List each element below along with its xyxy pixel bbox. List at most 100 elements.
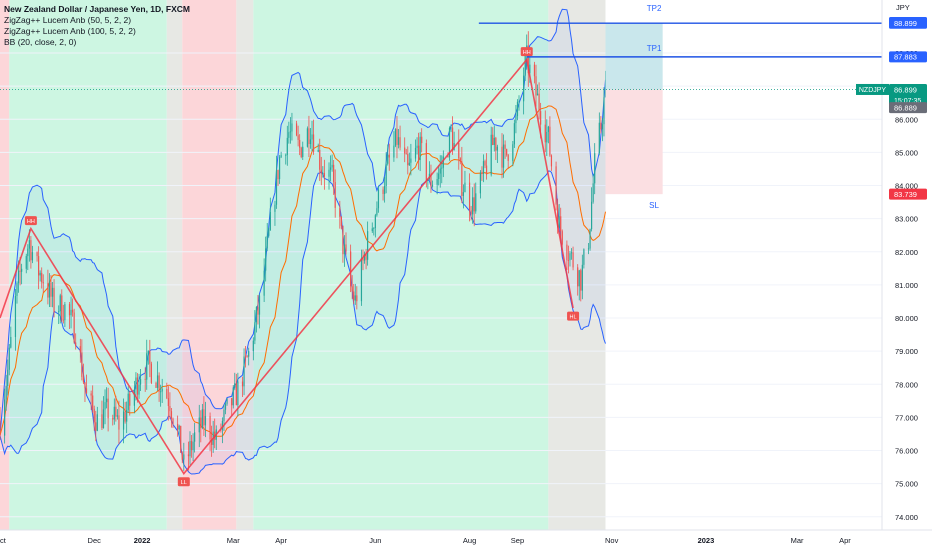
candle-body xyxy=(516,101,519,117)
symbol-tag-box xyxy=(856,83,889,95)
candle-body xyxy=(377,189,380,209)
candle-body xyxy=(183,454,185,460)
candle-body xyxy=(75,342,77,347)
candle-body xyxy=(527,45,529,74)
candle-body xyxy=(484,161,486,166)
price-badge-83-739: 83.739 xyxy=(894,190,917,199)
legend-indicator-bb[interactable]: BB (20, close, 2, 0) xyxy=(4,37,77,47)
candle-body xyxy=(252,340,254,352)
candle-body xyxy=(570,252,573,254)
y-tick-label: 85.000 xyxy=(895,148,918,157)
x-tick-label: 2023 xyxy=(698,536,715,545)
candle-body xyxy=(450,127,452,129)
candle-body xyxy=(149,350,151,364)
candle-body xyxy=(430,173,432,187)
y-tick-label: 83.000 xyxy=(895,215,918,224)
candle-body xyxy=(431,184,434,187)
price-badge-box xyxy=(889,17,927,29)
candle-body xyxy=(490,134,492,175)
candle-body xyxy=(187,454,190,457)
candle-body xyxy=(309,139,312,145)
candle-body xyxy=(27,248,29,257)
legend-indicator-zigzag-100[interactable]: ZigZag++ Lucem Anb (100, 5, 2, 2) xyxy=(4,26,136,36)
candle-body xyxy=(546,132,548,143)
y-tick-label: 81.000 xyxy=(895,281,918,290)
candle-body xyxy=(31,252,34,261)
candle-body xyxy=(297,135,299,140)
candle-body xyxy=(5,386,7,400)
sl-label: SL xyxy=(649,201,659,210)
candle-body xyxy=(243,356,245,387)
candle-body xyxy=(388,154,390,158)
candle-body xyxy=(133,389,135,406)
candle-body xyxy=(544,124,546,143)
candle-body xyxy=(317,150,319,152)
candle-body xyxy=(30,240,32,261)
candle-body xyxy=(277,170,279,180)
legend-title[interactable]: New Zealand Dollar / Japanese Yen, 1D, F… xyxy=(4,4,190,14)
candle-body xyxy=(600,122,602,130)
candle-body xyxy=(340,216,342,226)
candle-body xyxy=(320,169,322,174)
candle-body xyxy=(295,123,298,136)
candle-body xyxy=(146,353,148,380)
candle-body xyxy=(10,336,12,348)
candle-body xyxy=(461,161,463,196)
y-tick-label: 82.000 xyxy=(895,248,918,257)
candle-body xyxy=(506,148,508,155)
candle-body xyxy=(353,291,355,301)
candle-body xyxy=(451,127,454,151)
candle-body xyxy=(190,441,193,451)
candle-body xyxy=(28,240,30,249)
candle-body xyxy=(441,167,443,169)
y-tick-label: 80.000 xyxy=(895,314,918,323)
candle-body xyxy=(14,295,17,337)
x-tick-label: 2022 xyxy=(134,536,151,545)
candle-body xyxy=(385,163,387,186)
candle-body xyxy=(16,283,18,296)
legend-indicator-zigzag-50[interactable]: ZigZag++ Lucem Anb (50, 5, 2, 2) xyxy=(4,15,132,25)
candle-body xyxy=(462,192,464,196)
candle-body xyxy=(442,156,444,168)
candle-body xyxy=(64,304,66,321)
candle-body xyxy=(323,172,325,177)
candle-body xyxy=(194,432,196,442)
candle-body xyxy=(308,128,310,145)
candle-body xyxy=(81,352,83,377)
candle-body xyxy=(274,204,276,212)
candle-body xyxy=(339,207,341,217)
candle-body xyxy=(601,124,604,130)
candle-body xyxy=(333,164,335,183)
candle-body xyxy=(345,244,347,252)
candle-body xyxy=(245,356,247,358)
candle-body xyxy=(95,422,97,431)
candle-body xyxy=(311,134,313,140)
candle-body xyxy=(492,134,494,145)
candle-body xyxy=(167,398,169,407)
candle-body xyxy=(577,267,579,287)
candle-body xyxy=(241,381,244,387)
candle-body xyxy=(224,403,227,410)
candle-body xyxy=(38,256,40,276)
candle-body xyxy=(172,418,174,424)
candle-body xyxy=(285,154,287,156)
x-tick-label: Jun xyxy=(369,536,381,545)
stop-loss-zone xyxy=(605,89,663,195)
candle-body xyxy=(53,287,55,313)
zigzag-label-box xyxy=(177,477,190,487)
candle-body xyxy=(47,283,49,298)
candle-body xyxy=(269,211,271,231)
candle-body xyxy=(200,417,202,429)
candle-body xyxy=(561,231,563,245)
x-tick-label: Mar xyxy=(227,536,240,545)
candle-body xyxy=(438,173,440,179)
price-badge-box xyxy=(889,83,927,106)
candle-body xyxy=(8,347,10,370)
candle-body xyxy=(560,216,562,232)
candle-body xyxy=(329,167,332,170)
candle-body xyxy=(85,388,88,394)
candle-body xyxy=(147,350,149,354)
candle-body xyxy=(405,153,407,155)
